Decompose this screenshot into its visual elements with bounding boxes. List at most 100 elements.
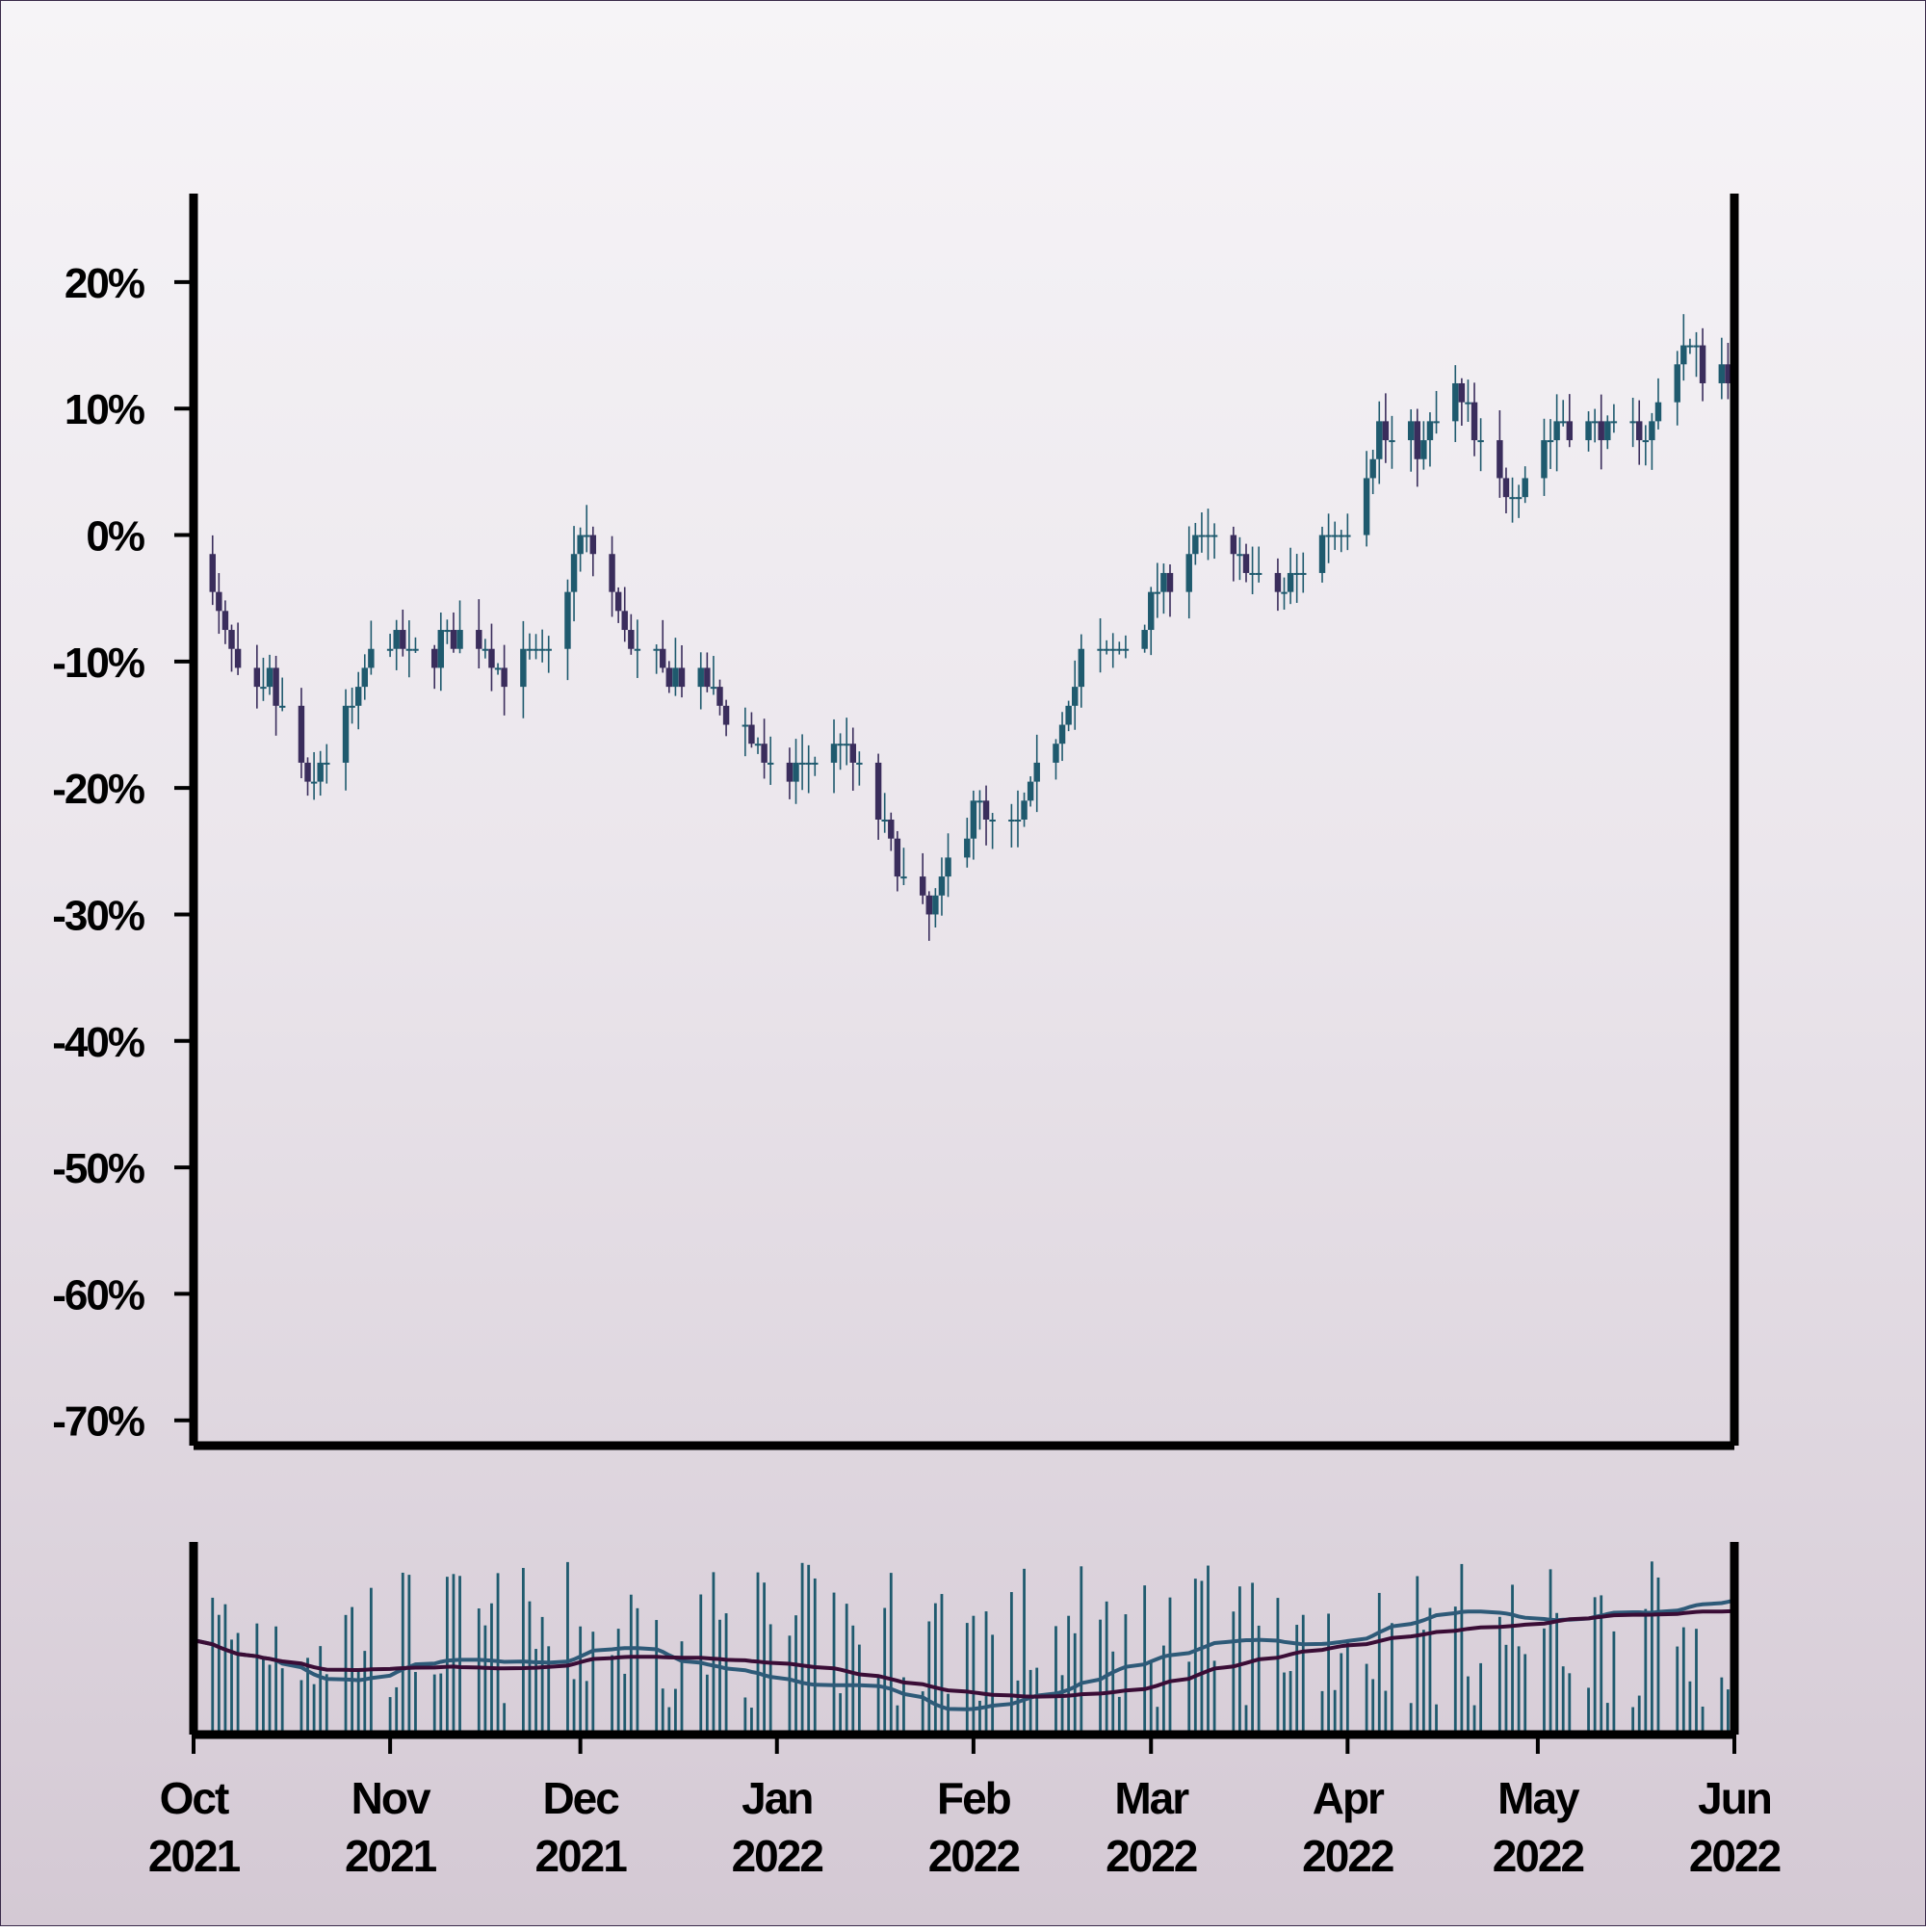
candle-body bbox=[1407, 421, 1415, 441]
x-tick-month-label: May bbox=[1497, 1773, 1580, 1823]
candle-body bbox=[1065, 705, 1072, 725]
candle-body bbox=[216, 591, 222, 612]
candle-body bbox=[1078, 648, 1085, 688]
candle-body bbox=[1325, 535, 1332, 537]
y-tick-label: -40% bbox=[52, 1019, 144, 1066]
y-tick-label: -30% bbox=[52, 892, 144, 939]
volume-bar bbox=[667, 1707, 671, 1735]
volume-bar bbox=[1251, 1582, 1254, 1735]
volume-bar bbox=[585, 1681, 588, 1735]
candle-body bbox=[900, 876, 907, 879]
candle-body bbox=[273, 667, 279, 706]
candle-body bbox=[1249, 572, 1256, 575]
volume-bar bbox=[1511, 1584, 1514, 1735]
volume-bar bbox=[591, 1632, 595, 1735]
candle-body bbox=[533, 648, 539, 651]
candle-body bbox=[874, 762, 882, 820]
volume-bar bbox=[1523, 1654, 1527, 1735]
volume-bar bbox=[1631, 1707, 1635, 1735]
x-tick-year-label: 2021 bbox=[534, 1831, 627, 1881]
candle-body bbox=[368, 648, 375, 668]
volume-bar bbox=[1377, 1592, 1381, 1735]
volume-bar bbox=[1156, 1707, 1159, 1735]
candle-body bbox=[1389, 440, 1395, 443]
candle-body bbox=[964, 838, 971, 858]
candle-body bbox=[856, 762, 863, 765]
volume-bar bbox=[1688, 1681, 1692, 1735]
x-tick-year-label: 2021 bbox=[148, 1831, 241, 1881]
volume-bar bbox=[1472, 1705, 1476, 1735]
volume-bar bbox=[1453, 1606, 1457, 1735]
volume-bar bbox=[1340, 1653, 1343, 1735]
volume-bar bbox=[1701, 1706, 1705, 1735]
candle-body bbox=[1522, 478, 1528, 498]
volume-bar bbox=[857, 1644, 861, 1735]
volume-bar bbox=[724, 1613, 728, 1735]
volume-bar bbox=[1720, 1677, 1724, 1735]
candle-body bbox=[1338, 535, 1344, 537]
candle-body bbox=[697, 667, 704, 688]
candle-body bbox=[564, 591, 571, 649]
candle-body bbox=[665, 667, 673, 688]
volume-bar bbox=[1257, 1625, 1261, 1735]
volume-bar bbox=[1212, 1660, 1216, 1735]
volume-bar bbox=[369, 1587, 373, 1735]
candle-body bbox=[1699, 345, 1706, 383]
candle-body bbox=[577, 535, 584, 555]
candle-body bbox=[488, 648, 495, 668]
volume-bar bbox=[674, 1688, 677, 1735]
volume-bar bbox=[325, 1674, 328, 1735]
candle-body bbox=[970, 800, 977, 839]
volume-bar bbox=[1009, 1592, 1013, 1735]
volume-bar bbox=[655, 1620, 659, 1735]
candle-body bbox=[1242, 554, 1250, 573]
candle-body bbox=[919, 876, 926, 896]
volume-bar bbox=[902, 1677, 905, 1735]
candle-body bbox=[278, 705, 286, 708]
volume-bar bbox=[1187, 1661, 1191, 1735]
candle-body bbox=[1414, 421, 1421, 459]
candle-body bbox=[450, 630, 457, 649]
candle-body bbox=[1300, 572, 1307, 575]
volume-bar bbox=[813, 1578, 817, 1735]
volume-bar bbox=[1391, 1623, 1393, 1735]
volume-bar bbox=[432, 1674, 436, 1735]
volume-bar bbox=[1428, 1607, 1432, 1735]
volume-bar bbox=[572, 1679, 576, 1735]
volume-bar bbox=[1467, 1676, 1470, 1735]
candle-body bbox=[754, 744, 762, 746]
candle-body bbox=[1008, 820, 1015, 822]
candle-body bbox=[1585, 421, 1592, 441]
candle-body bbox=[405, 648, 413, 651]
volume-bar bbox=[395, 1686, 399, 1735]
y-tick-label: -20% bbox=[52, 766, 144, 813]
volume-bar bbox=[1099, 1619, 1102, 1735]
volume-bar bbox=[851, 1625, 855, 1735]
volume-bar bbox=[1193, 1579, 1197, 1735]
volume-bar bbox=[1497, 1616, 1501, 1735]
volume-bar bbox=[534, 1649, 537, 1735]
candle-body bbox=[660, 648, 666, 668]
candle-body bbox=[1477, 440, 1484, 443]
volume-bar bbox=[896, 1705, 899, 1735]
volume-bar bbox=[1023, 1568, 1026, 1735]
volume-bar bbox=[611, 1655, 613, 1735]
volume-bar bbox=[832, 1592, 836, 1735]
candle-body bbox=[1154, 591, 1161, 594]
volume-bar bbox=[794, 1615, 797, 1735]
volume-bar bbox=[1549, 1569, 1552, 1735]
volume-bar bbox=[1345, 1641, 1349, 1735]
x-tick-year-label: 2022 bbox=[1302, 1831, 1393, 1881]
candle-body bbox=[494, 667, 502, 670]
candle-body bbox=[925, 895, 933, 915]
candle-body bbox=[1636, 421, 1643, 441]
candle-body bbox=[1376, 421, 1383, 459]
volume-bar bbox=[750, 1708, 753, 1735]
candle-body bbox=[1553, 421, 1560, 441]
volume-bar bbox=[356, 1671, 360, 1735]
y-tick-label: -50% bbox=[52, 1145, 144, 1192]
candle-body bbox=[843, 744, 850, 746]
candle-body bbox=[209, 554, 216, 592]
